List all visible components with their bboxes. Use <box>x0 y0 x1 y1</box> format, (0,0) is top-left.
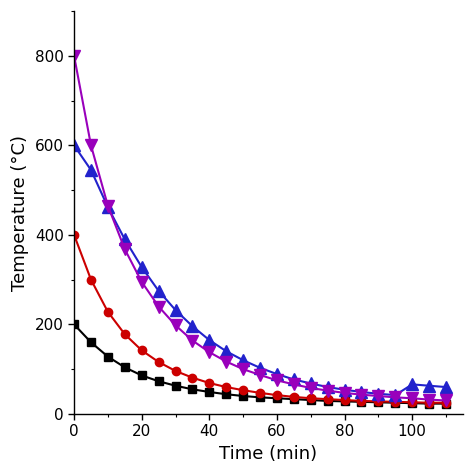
400°C <box>105 309 111 315</box>
400°C <box>223 384 229 390</box>
800°C <box>426 397 432 402</box>
800°C <box>308 385 314 391</box>
800°C <box>173 322 178 328</box>
800°C <box>223 359 229 365</box>
400°C <box>274 392 280 398</box>
600°C <box>325 384 330 390</box>
800°C <box>342 390 347 396</box>
600°C <box>173 307 178 313</box>
800°C <box>139 279 145 285</box>
400°C <box>325 396 330 402</box>
200°C <box>156 378 162 384</box>
600°C <box>291 377 297 383</box>
800°C <box>240 366 246 372</box>
200°C <box>71 321 77 327</box>
800°C <box>375 393 381 399</box>
Y-axis label: Temperature (°C): Temperature (°C) <box>11 135 29 291</box>
600°C <box>392 392 398 398</box>
Line: 800°C: 800°C <box>69 50 452 406</box>
400°C <box>173 368 178 374</box>
400°C <box>342 397 347 403</box>
200°C <box>105 354 111 359</box>
200°C <box>274 395 280 401</box>
600°C <box>156 288 162 294</box>
400°C <box>257 390 263 396</box>
600°C <box>375 391 381 397</box>
200°C <box>190 386 195 392</box>
200°C <box>240 393 246 399</box>
Line: 400°C: 400°C <box>70 231 450 407</box>
400°C <box>359 398 365 404</box>
800°C <box>291 382 297 387</box>
600°C <box>308 381 314 386</box>
200°C <box>375 400 381 405</box>
200°C <box>88 339 94 345</box>
600°C <box>223 348 229 354</box>
800°C <box>325 388 330 393</box>
800°C <box>392 394 398 400</box>
400°C <box>207 380 212 386</box>
400°C <box>392 399 398 405</box>
600°C <box>122 237 128 242</box>
600°C <box>274 371 280 377</box>
600°C <box>88 167 94 173</box>
200°C <box>207 389 212 395</box>
200°C <box>122 365 128 370</box>
400°C <box>240 387 246 393</box>
600°C <box>443 384 449 390</box>
800°C <box>71 53 77 59</box>
400°C <box>88 277 94 283</box>
600°C <box>257 365 263 371</box>
400°C <box>443 400 449 406</box>
400°C <box>291 394 297 400</box>
600°C <box>71 143 77 148</box>
800°C <box>257 372 263 378</box>
800°C <box>105 203 111 209</box>
400°C <box>139 347 145 353</box>
200°C <box>410 401 415 406</box>
400°C <box>190 375 195 381</box>
800°C <box>359 392 365 398</box>
800°C <box>443 398 449 403</box>
600°C <box>139 264 145 270</box>
600°C <box>426 383 432 389</box>
200°C <box>359 399 365 405</box>
200°C <box>223 392 229 397</box>
X-axis label: Time (min): Time (min) <box>219 445 318 463</box>
200°C <box>173 383 178 389</box>
600°C <box>240 357 246 363</box>
400°C <box>410 400 415 405</box>
600°C <box>105 204 111 210</box>
200°C <box>139 373 145 378</box>
200°C <box>308 397 314 403</box>
200°C <box>257 394 263 400</box>
600°C <box>190 323 195 329</box>
200°C <box>291 396 297 402</box>
200°C <box>426 401 432 407</box>
800°C <box>410 395 415 401</box>
800°C <box>190 337 195 343</box>
400°C <box>375 399 381 404</box>
400°C <box>122 331 128 337</box>
600°C <box>359 389 365 395</box>
800°C <box>88 143 94 148</box>
400°C <box>71 232 77 238</box>
200°C <box>392 400 398 406</box>
800°C <box>274 377 280 383</box>
800°C <box>207 349 212 355</box>
200°C <box>342 399 347 404</box>
600°C <box>342 387 347 392</box>
400°C <box>308 395 314 401</box>
600°C <box>207 337 212 343</box>
200°C <box>325 398 330 404</box>
600°C <box>410 382 415 387</box>
400°C <box>156 359 162 365</box>
800°C <box>122 246 128 252</box>
200°C <box>443 401 449 407</box>
800°C <box>156 304 162 310</box>
400°C <box>426 400 432 406</box>
Line: 600°C: 600°C <box>69 140 452 401</box>
Line: 200°C: 200°C <box>70 320 450 408</box>
